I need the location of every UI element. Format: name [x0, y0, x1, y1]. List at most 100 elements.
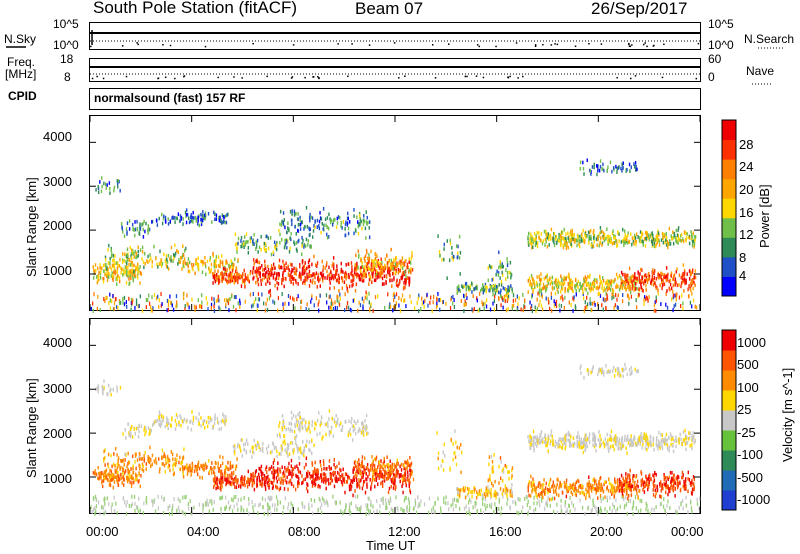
nsky-dot [542, 43, 544, 46]
velocity-echo-cell [242, 482, 244, 487]
power-echo-cell [132, 269, 134, 273]
power-echo-cell [131, 268, 133, 272]
power-echo-cell [628, 162, 631, 167]
power-echo-cell [569, 278, 571, 283]
power-echo-cell [253, 261, 256, 266]
velocity-echo-cell [260, 469, 262, 473]
power-echo-cell [130, 256, 133, 260]
velocity-echo-cell [122, 466, 124, 471]
velocity-echo-cell [173, 462, 175, 466]
velocity-echo-cell [296, 474, 298, 479]
power-echo-cell [96, 306, 99, 311]
power-echo-cell [166, 308, 168, 313]
velocity-echo-cell [243, 496, 245, 501]
power-echo-cell [244, 235, 246, 239]
power-echo-cell [160, 258, 163, 263]
nave-dot [661, 76, 664, 79]
power-echo-cell [279, 232, 281, 237]
power-echo-cell [126, 258, 129, 262]
power-echo-cell [255, 240, 257, 244]
velocity-echo-cell [232, 444, 235, 449]
power-echo-cell [335, 269, 337, 274]
power-echo-cell [551, 281, 554, 286]
velocity-echo-cell [224, 495, 227, 500]
power-echo-cell [374, 252, 376, 256]
power-echo-cell [272, 276, 275, 280]
power-echo-cell [225, 272, 228, 277]
power-echo-cell [629, 287, 631, 291]
velocity-echo-cell [305, 456, 308, 461]
power-echo-cell [289, 236, 291, 240]
power-echo-cell [566, 241, 568, 245]
power-echo-cell [159, 262, 161, 266]
velocity-echo-cell [219, 478, 221, 482]
velocity-echo-cell [182, 469, 184, 474]
freq-tick-top: 18 [60, 52, 74, 66]
velocity-echo-cell [120, 465, 122, 470]
velocity-echo-cell [240, 508, 242, 513]
power-echo-cell [492, 284, 494, 289]
power-echo-cell [367, 266, 370, 270]
power-echo-cell [621, 162, 623, 167]
power-echo-cell [486, 286, 488, 290]
velocity-echo-cell [118, 478, 120, 483]
power-echo-cell [410, 256, 413, 261]
velocity-echo-cell [280, 476, 282, 481]
velocity-echo-cell [221, 461, 224, 466]
power-echo-cell [275, 247, 278, 252]
power-echo-cell [293, 242, 296, 246]
velocity-echo-cell [325, 481, 327, 485]
power-echo-cell [225, 259, 227, 263]
velocity-echo-cell [433, 509, 435, 514]
power-echo-cell [139, 222, 141, 226]
velocity-echo-cell [556, 510, 559, 515]
power-echo-cell [560, 239, 562, 243]
power-echo-cell [275, 276, 278, 281]
velocity-echo-cell [208, 459, 210, 463]
velocity-echo-cell [519, 497, 521, 502]
power-echo-cell [540, 303, 543, 308]
power-echo-cell [429, 295, 432, 300]
power-echo-cell [600, 280, 603, 285]
power-echo-cell [270, 252, 273, 257]
power-echo-cell [269, 289, 271, 293]
power-echo-cell [338, 289, 340, 293]
velocity-echo-cell [136, 506, 139, 511]
power-echo-cell [531, 285, 533, 290]
power-echo-cell [297, 294, 299, 299]
power-echo-cell [571, 286, 573, 291]
power-echo-cell [358, 274, 361, 278]
power-echo-cell [309, 212, 311, 217]
power-echo-cell [638, 236, 641, 240]
velocity-echo-cell [209, 416, 211, 420]
power-echo-cell [259, 271, 262, 275]
power-echo-cell [633, 275, 636, 280]
power-echo-cell [381, 276, 384, 281]
velocity-echo-cell [254, 443, 257, 448]
power-echo-cell [291, 222, 293, 227]
velocity-echo-cell [641, 499, 643, 504]
power-echo-cell [622, 161, 624, 165]
velocity-echo-cell [358, 462, 360, 467]
power-echo-cell [227, 301, 230, 306]
power-echo-cell [643, 237, 646, 241]
power-echo-cell [201, 214, 204, 218]
velocity-echo-cell [698, 496, 701, 501]
power-echo-cell [616, 240, 618, 244]
power-echo-cell [562, 282, 565, 287]
power-echo-cell [264, 308, 267, 313]
power-echo-cell [669, 278, 672, 283]
velocity-echo-cell [390, 484, 392, 489]
velocity-echo-cell [232, 498, 234, 503]
power-echo-cell [627, 241, 629, 245]
velocity-echo-cell [336, 470, 339, 475]
power-echo-cell [572, 296, 574, 301]
velocity-echo-cell [128, 460, 131, 465]
power-echo-cell [164, 259, 167, 263]
power-echo-cell [194, 215, 197, 220]
power-echo-cell [208, 270, 211, 274]
power-echo-cell [359, 216, 361, 221]
velocity-echo-cell [303, 448, 306, 453]
xtick-2000: 20:00 [590, 524, 623, 539]
velocity-echo-cell [245, 450, 248, 455]
